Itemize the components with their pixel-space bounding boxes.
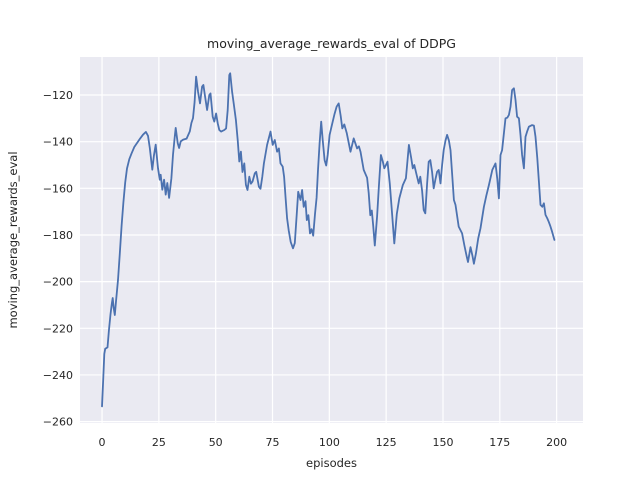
y-tick-label: −120 xyxy=(43,89,73,102)
y-tick-labels: −120 −140 −160 −180 −200 −220 −240 −260 xyxy=(43,89,73,429)
plot-background-layer xyxy=(80,57,583,423)
y-tick-label: −200 xyxy=(43,276,73,289)
x-tick-label: 100 xyxy=(319,436,340,449)
y-tick-label: −240 xyxy=(43,369,73,382)
y-tick-label: −160 xyxy=(43,182,73,195)
y-tick-label: −220 xyxy=(43,322,73,335)
x-tick-labels: 0 25 50 75 100 125 150 175 200 xyxy=(99,436,568,449)
x-tick-label: 25 xyxy=(152,436,166,449)
x-tick-label: 200 xyxy=(546,436,567,449)
y-tick-label: −140 xyxy=(43,136,73,149)
plot-area xyxy=(80,57,583,423)
x-tick-label: 0 xyxy=(99,436,106,449)
x-tick-label: 50 xyxy=(209,436,223,449)
x-tick-label: 125 xyxy=(376,436,397,449)
x-tick-label: 75 xyxy=(266,436,280,449)
series-layer xyxy=(101,72,556,408)
x-tick-label: 150 xyxy=(432,436,453,449)
x-tick-label: 175 xyxy=(489,436,510,449)
y-tick-label: −180 xyxy=(43,229,73,242)
grid-lines-layer xyxy=(80,57,583,423)
series-line xyxy=(101,72,556,408)
y-axis-label: moving_average_rewards_eval xyxy=(6,151,20,328)
chart-title: moving_average_rewards_eval of DDPG xyxy=(207,36,456,51)
x-axis-label: episodes xyxy=(306,456,357,470)
y-tick-label: −260 xyxy=(43,416,73,429)
